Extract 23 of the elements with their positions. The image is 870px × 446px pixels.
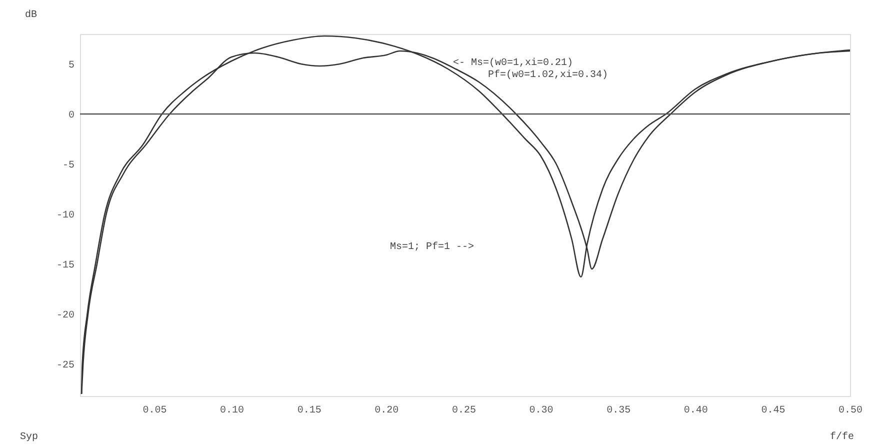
y-tick-label: 0: [68, 110, 74, 122]
y-tick-label: -5: [62, 160, 74, 172]
y-tick-label: 5: [68, 60, 74, 72]
y-tick-label: -15: [56, 260, 74, 272]
x-axis-title: f/fe: [830, 431, 854, 443]
x-tick-label: 0.15: [297, 406, 322, 416]
text: Syp: [20, 432, 38, 443]
annotation: <- Ms=(w0=1,xi=0.21): [453, 57, 574, 69]
y-tick-label: -10: [56, 210, 74, 222]
x-tick-label: 0.35: [606, 406, 631, 416]
x-tick-label: 0.10: [220, 406, 244, 416]
x-tick-label: 0.25: [452, 406, 476, 416]
x-tick-label: 0.05: [142, 406, 167, 416]
x-tick-label: 0.45: [761, 406, 786, 416]
y-tick-label: -20: [56, 310, 74, 322]
y-tick-label: -25: [56, 360, 74, 372]
annotation: Pf=(w0=1.02,xi=0.34): [488, 69, 608, 81]
x-tick-label: 0.20: [374, 406, 399, 416]
annotation: Ms=1; Pf=1 -->: [390, 241, 474, 253]
x-tick-label: 0.40: [684, 406, 708, 416]
y-axis-title: dB: [25, 9, 38, 21]
x-tick-label: 0.30: [529, 406, 554, 416]
x-tick-label: 0.50: [838, 406, 863, 416]
